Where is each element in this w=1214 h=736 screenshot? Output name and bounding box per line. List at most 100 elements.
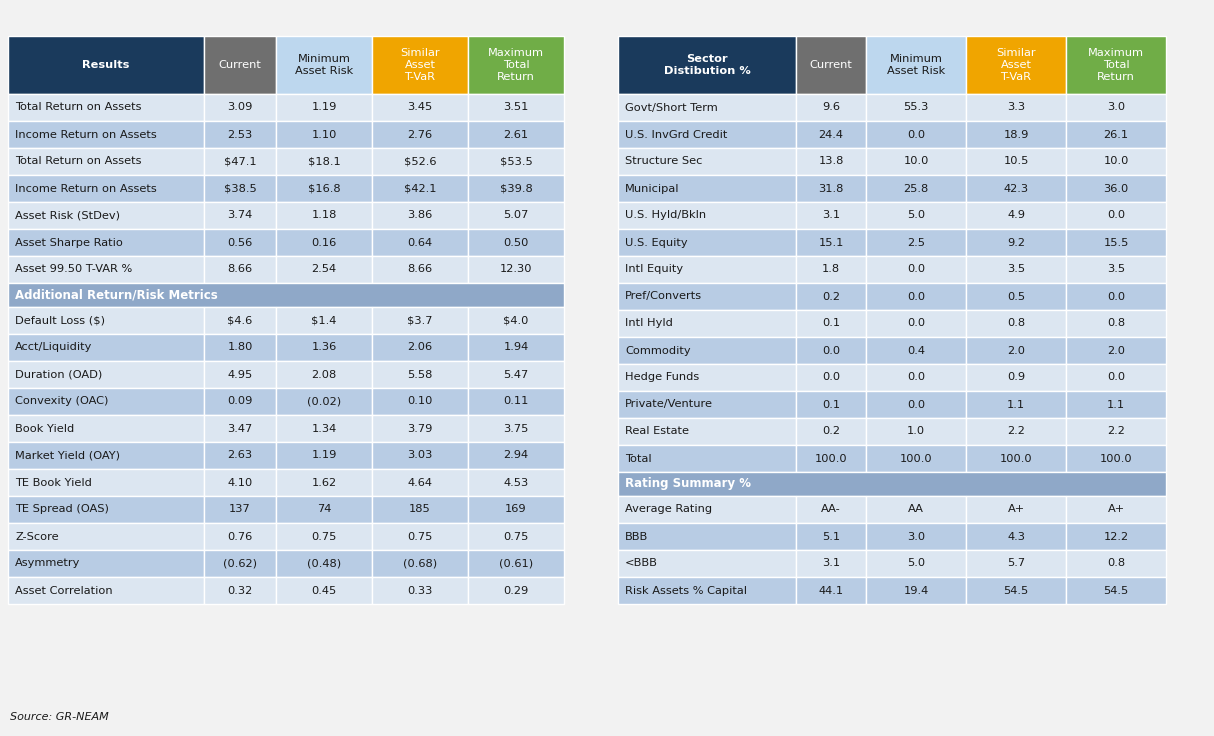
Text: 0.64: 0.64 — [408, 238, 432, 247]
Bar — [866, 391, 966, 418]
Text: 2.08: 2.08 — [311, 369, 336, 380]
Bar — [796, 496, 866, 523]
Text: 0.33: 0.33 — [408, 586, 432, 595]
Text: $3.7: $3.7 — [407, 316, 432, 325]
Bar — [966, 202, 1066, 229]
Bar — [204, 307, 276, 334]
Text: 0.0: 0.0 — [907, 264, 925, 275]
Text: $53.5: $53.5 — [500, 157, 533, 166]
Bar — [866, 496, 966, 523]
Bar — [1066, 577, 1165, 604]
Bar — [866, 337, 966, 364]
Bar — [204, 36, 276, 94]
Bar — [276, 442, 371, 469]
Text: 12.2: 12.2 — [1104, 531, 1129, 542]
Text: $4.6: $4.6 — [227, 316, 253, 325]
Text: 0.45: 0.45 — [311, 586, 336, 595]
Bar — [618, 36, 796, 94]
Bar — [469, 469, 565, 496]
Bar — [966, 418, 1066, 445]
Text: 4.10: 4.10 — [227, 478, 253, 487]
Bar — [469, 523, 565, 550]
Bar — [796, 256, 866, 283]
Text: 1.18: 1.18 — [311, 210, 336, 221]
Text: 42.3: 42.3 — [1004, 183, 1028, 194]
Bar — [966, 445, 1066, 472]
Text: Additional Return/Risk Metrics: Additional Return/Risk Metrics — [15, 289, 217, 302]
Bar — [618, 283, 796, 310]
Bar — [371, 36, 469, 94]
Text: 5.07: 5.07 — [504, 210, 528, 221]
Bar — [204, 550, 276, 577]
Text: 0.0: 0.0 — [1107, 210, 1125, 221]
Text: 3.5: 3.5 — [1006, 264, 1025, 275]
Text: $52.6: $52.6 — [404, 157, 436, 166]
Text: 5.58: 5.58 — [408, 369, 432, 380]
Text: 0.0: 0.0 — [907, 319, 925, 328]
Text: Similar
Asset
T-VaR: Similar Asset T-VaR — [401, 49, 439, 82]
Text: Minimum
Asset Risk: Minimum Asset Risk — [295, 54, 353, 76]
Text: Source: GR-NEAM: Source: GR-NEAM — [10, 712, 109, 722]
Text: Intl Hyld: Intl Hyld — [625, 319, 673, 328]
Bar — [8, 577, 204, 604]
Text: (0.62): (0.62) — [223, 559, 257, 568]
Text: Acct/Liquidity: Acct/Liquidity — [15, 342, 92, 353]
Text: 2.94: 2.94 — [504, 450, 528, 461]
Bar — [866, 94, 966, 121]
Bar — [204, 415, 276, 442]
Text: 2.54: 2.54 — [312, 264, 336, 275]
Bar — [371, 469, 469, 496]
Bar — [371, 523, 469, 550]
Text: 0.5: 0.5 — [1006, 291, 1025, 302]
Text: $4.0: $4.0 — [504, 316, 528, 325]
Bar — [796, 445, 866, 472]
Text: 0.0: 0.0 — [907, 400, 925, 409]
Bar — [8, 148, 204, 175]
Bar — [1066, 94, 1165, 121]
Bar — [618, 550, 796, 577]
Bar — [276, 361, 371, 388]
Bar — [204, 148, 276, 175]
Text: $47.1: $47.1 — [223, 157, 256, 166]
Text: 169: 169 — [505, 504, 527, 514]
Text: 1.36: 1.36 — [311, 342, 336, 353]
Text: 0.75: 0.75 — [504, 531, 528, 542]
Bar — [371, 229, 469, 256]
Text: 5.1: 5.1 — [822, 531, 840, 542]
Bar — [966, 523, 1066, 550]
Bar — [8, 36, 204, 94]
Text: 2.2: 2.2 — [1107, 426, 1125, 436]
Bar — [618, 202, 796, 229]
Text: (0.48): (0.48) — [307, 559, 341, 568]
Text: 0.0: 0.0 — [1107, 372, 1125, 383]
Text: Income Return on Assets: Income Return on Assets — [15, 130, 157, 140]
Bar — [276, 388, 371, 415]
Bar — [276, 334, 371, 361]
Bar — [618, 496, 796, 523]
Text: Asset Correlation: Asset Correlation — [15, 586, 113, 595]
Text: Private/Venture: Private/Venture — [625, 400, 713, 409]
Bar — [371, 415, 469, 442]
Text: Total Return on Assets: Total Return on Assets — [15, 157, 142, 166]
Bar — [1066, 391, 1165, 418]
Bar — [371, 334, 469, 361]
Text: 5.0: 5.0 — [907, 210, 925, 221]
Text: 0.2: 0.2 — [822, 291, 840, 302]
Bar — [469, 415, 565, 442]
Text: (0.68): (0.68) — [403, 559, 437, 568]
Bar — [618, 256, 796, 283]
Text: 0.8: 0.8 — [1107, 559, 1125, 568]
Bar — [8, 283, 565, 307]
Bar — [469, 121, 565, 148]
Text: 9.2: 9.2 — [1006, 238, 1025, 247]
Bar — [966, 310, 1066, 337]
Text: <BBB: <BBB — [625, 559, 658, 568]
Bar — [469, 388, 565, 415]
Text: 1.10: 1.10 — [311, 130, 336, 140]
Bar — [204, 202, 276, 229]
Bar — [796, 523, 866, 550]
Bar — [618, 391, 796, 418]
Text: (0.61): (0.61) — [499, 559, 533, 568]
Text: Structure Sec: Structure Sec — [625, 157, 703, 166]
Bar — [204, 496, 276, 523]
